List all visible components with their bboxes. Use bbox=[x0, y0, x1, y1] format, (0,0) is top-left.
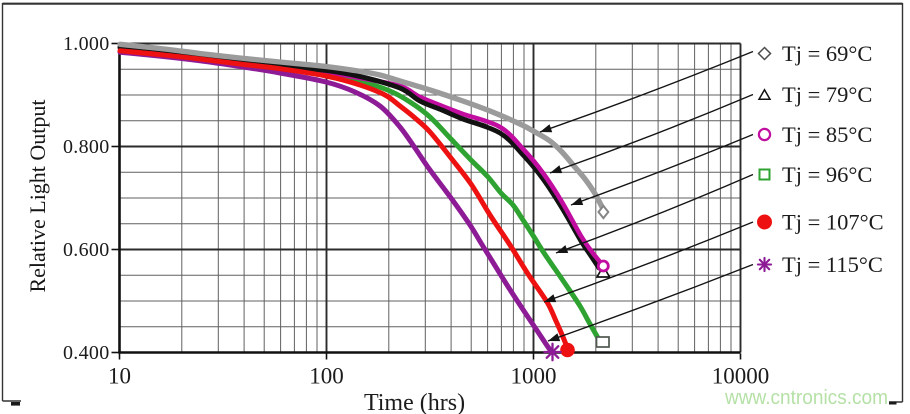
svg-text:Tj = 107°C: Tj = 107°C bbox=[782, 210, 884, 235]
svg-text:Tj = 79°C: Tj = 79°C bbox=[782, 82, 872, 107]
svg-text:www.cntronics.com: www.cntronics.com bbox=[724, 387, 888, 409]
svg-text:Tj = 115°C: Tj = 115°C bbox=[782, 252, 883, 277]
svg-text:Relative Light Output: Relative Light Output bbox=[25, 99, 50, 292]
svg-text:Tj = 69°C: Tj = 69°C bbox=[782, 41, 872, 66]
svg-text:10000: 10000 bbox=[712, 364, 770, 389]
svg-text:Tj = 96°C: Tj = 96°C bbox=[782, 162, 872, 187]
svg-text:10: 10 bbox=[108, 364, 131, 389]
svg-text:1000: 1000 bbox=[511, 364, 557, 389]
svg-text:0.400: 0.400 bbox=[63, 342, 110, 364]
svg-text:1.000: 1.000 bbox=[63, 33, 110, 55]
svg-text:0.800: 0.800 bbox=[63, 136, 110, 158]
svg-text:Time (hrs): Time (hrs) bbox=[364, 390, 465, 414]
svg-text:0.600: 0.600 bbox=[63, 239, 110, 261]
svg-text:100: 100 bbox=[309, 364, 344, 389]
svg-text:Tj = 85°C: Tj = 85°C bbox=[782, 122, 872, 147]
